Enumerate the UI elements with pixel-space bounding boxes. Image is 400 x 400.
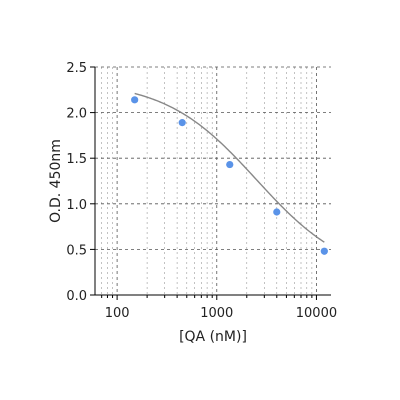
grid xyxy=(95,66,331,295)
x-tick-label: 100 xyxy=(105,306,130,321)
ticks: 100 1000 10000 0.0 0.5 1.0 1.5 2.0 2.5 xyxy=(66,61,337,321)
y-tick-label: 1.5 xyxy=(66,152,87,167)
y-tick-label: 2.0 xyxy=(66,107,87,122)
fit-curve-layer xyxy=(134,92,325,243)
data-points xyxy=(131,96,328,255)
data-point xyxy=(226,160,234,169)
fit-curve xyxy=(134,92,325,243)
y-tick-label: 0.5 xyxy=(66,243,87,258)
data-point xyxy=(131,96,139,104)
data-point xyxy=(320,247,328,255)
y-tick-label: 0.0 xyxy=(66,289,87,304)
y-axis-title: O.D. 450nm xyxy=(48,139,64,223)
y-tick-label: 2.5 xyxy=(66,61,87,76)
x-tick-label: 1000 xyxy=(200,306,233,321)
x-tick-label: 10000 xyxy=(296,306,337,321)
y-tick-label: 1.0 xyxy=(66,198,87,213)
data-point xyxy=(178,119,186,127)
data-point xyxy=(273,208,281,216)
axes xyxy=(94,67,331,296)
x-axis-title: [QA (nM)] xyxy=(179,329,247,345)
